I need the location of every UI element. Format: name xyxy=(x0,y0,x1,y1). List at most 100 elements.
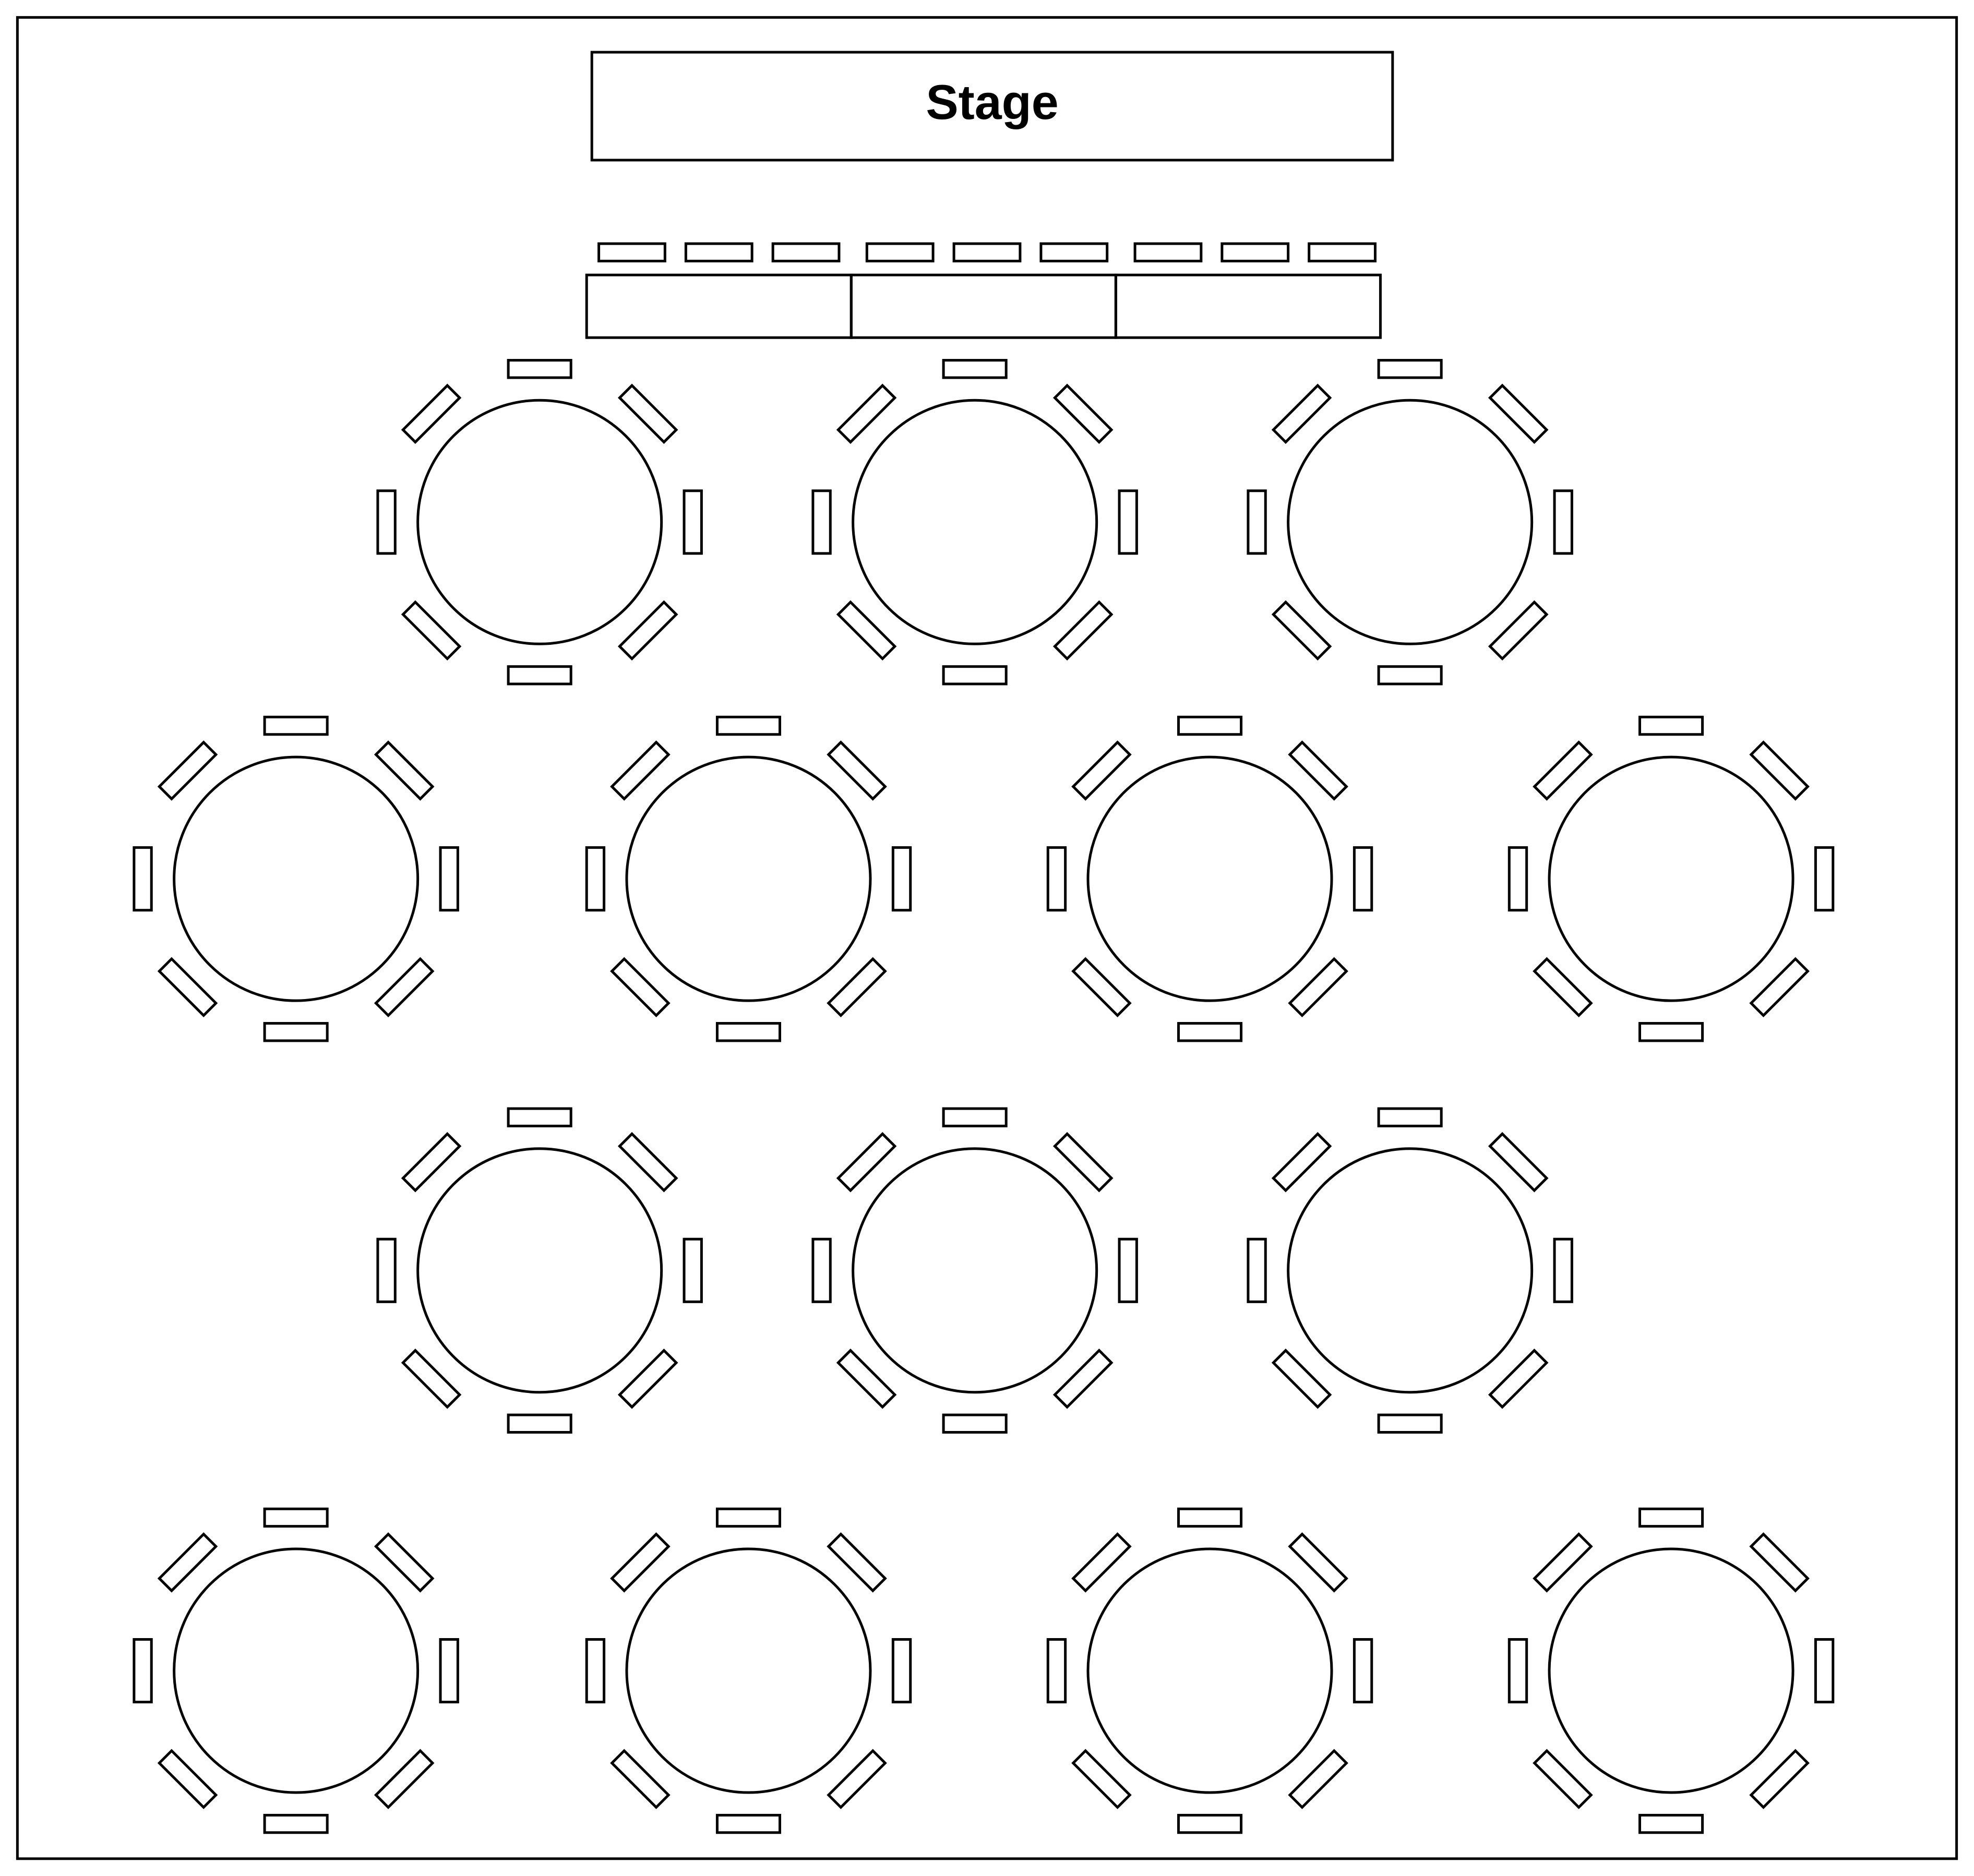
round-table-seat xyxy=(1354,1639,1371,1702)
round-table-seat xyxy=(1509,848,1526,910)
round-table-seat xyxy=(838,602,895,659)
round-table-seat xyxy=(378,1239,395,1302)
round-table-seat xyxy=(1640,1509,1702,1526)
round-table-seat xyxy=(1073,742,1130,799)
round-table-seat xyxy=(1273,1351,1330,1408)
round-table-seat xyxy=(829,959,886,1016)
round-table-seat xyxy=(717,717,780,734)
round-table-seat xyxy=(159,959,216,1016)
round-table-seat xyxy=(717,1509,780,1526)
round-table-seat xyxy=(1055,386,1111,442)
round-table-seat xyxy=(1055,602,1111,659)
round-table-seat xyxy=(1055,1134,1111,1190)
round-table-top xyxy=(1549,757,1793,1001)
round-table-seat xyxy=(1290,959,1347,1016)
round-table-seat xyxy=(1554,491,1572,554)
round-table-seat xyxy=(893,1639,910,1702)
round-table-seat xyxy=(376,959,433,1016)
round-table xyxy=(587,1509,910,1832)
head-table-seat xyxy=(599,244,665,261)
round-table-seat xyxy=(829,1751,886,1808)
round-table-seat xyxy=(1055,1351,1111,1408)
round-table-seat xyxy=(684,1239,701,1302)
round-table xyxy=(1048,717,1371,1040)
round-table-seat xyxy=(1509,1639,1526,1702)
round-table-seat xyxy=(1640,1815,1702,1832)
round-table-seat xyxy=(376,1534,433,1591)
round-table-seat xyxy=(508,1109,571,1126)
round-table xyxy=(1048,1509,1371,1832)
round-table-seat xyxy=(1178,717,1241,734)
round-table-seat xyxy=(1248,491,1265,554)
round-table-seat xyxy=(378,491,395,554)
round-table-top xyxy=(853,400,1097,644)
round-table xyxy=(1248,1109,1572,1432)
round-table-seat xyxy=(134,1639,151,1702)
round-table-seat xyxy=(159,1751,216,1808)
round-table-seat xyxy=(1751,1751,1808,1808)
round-table-seat xyxy=(1248,1239,1265,1302)
round-table-seat xyxy=(829,1534,886,1591)
round-table-seat xyxy=(943,1109,1006,1126)
round-table xyxy=(813,360,1136,684)
head-table-segment xyxy=(587,275,851,338)
round-table-seat xyxy=(813,491,830,554)
head-table-seat xyxy=(686,244,752,261)
round-table-top xyxy=(1288,1149,1532,1392)
head-table-seat xyxy=(867,244,933,261)
round-table-seat xyxy=(1290,1534,1347,1591)
round-table xyxy=(378,1109,701,1432)
round-table xyxy=(378,360,701,684)
round-table-seat xyxy=(1490,386,1547,442)
round-table-seat xyxy=(376,742,433,799)
round-table-top xyxy=(627,757,870,1001)
round-table-seat xyxy=(1073,1751,1130,1808)
round-table-seat xyxy=(1048,1639,1065,1702)
round-table xyxy=(813,1109,1136,1432)
round-table-seat xyxy=(1379,667,1441,684)
round-table-seat xyxy=(1379,1109,1441,1126)
round-table-seat xyxy=(1119,491,1136,554)
round-table-seat xyxy=(838,386,895,442)
round-table-seat xyxy=(1751,742,1808,799)
round-table-top xyxy=(1288,400,1532,644)
round-table-seat xyxy=(1178,1024,1241,1041)
round-table-seat xyxy=(829,742,886,799)
round-table-seat xyxy=(1535,1534,1592,1591)
stage-label: Stage xyxy=(926,75,1058,129)
seating-chart-root: Stage xyxy=(0,0,1974,1876)
round-table-top xyxy=(1549,1549,1793,1793)
round-table-seat xyxy=(403,1351,460,1408)
outer-frame xyxy=(17,17,1956,1858)
round-table-seat xyxy=(1554,1239,1572,1302)
round-table-seat xyxy=(717,1815,780,1832)
round-table-seat xyxy=(587,1639,604,1702)
round-table-top xyxy=(853,1149,1097,1392)
round-table-seat xyxy=(1490,1351,1547,1408)
round-table-seat xyxy=(265,1509,327,1526)
round-table-seat xyxy=(943,1415,1006,1432)
round-table-seat xyxy=(1273,386,1330,442)
round-table-seat xyxy=(612,959,669,1016)
round-table-seat xyxy=(1379,1415,1441,1432)
round-table-seat xyxy=(1535,1751,1592,1808)
round-table-seat xyxy=(612,1751,669,1808)
round-table-seat xyxy=(508,1415,571,1432)
round-table-seat xyxy=(265,1024,327,1041)
round-table-seat xyxy=(376,1751,433,1808)
round-table-seat xyxy=(1490,1134,1547,1190)
round-table-seat xyxy=(943,360,1006,378)
round-table xyxy=(1509,1509,1833,1832)
round-table-seat xyxy=(403,602,460,659)
round-table-seat xyxy=(813,1239,830,1302)
round-table-seat xyxy=(612,742,669,799)
round-table-seat xyxy=(1535,742,1592,799)
head-table-seat xyxy=(1222,244,1288,261)
round-table-top xyxy=(1088,757,1332,1001)
round-table-seat xyxy=(1751,1534,1808,1591)
round-table-seat xyxy=(1290,1751,1347,1808)
round-table-seat xyxy=(1354,848,1371,910)
round-table-seat xyxy=(838,1134,895,1190)
round-table xyxy=(587,717,910,1040)
round-table-top xyxy=(174,757,418,1001)
